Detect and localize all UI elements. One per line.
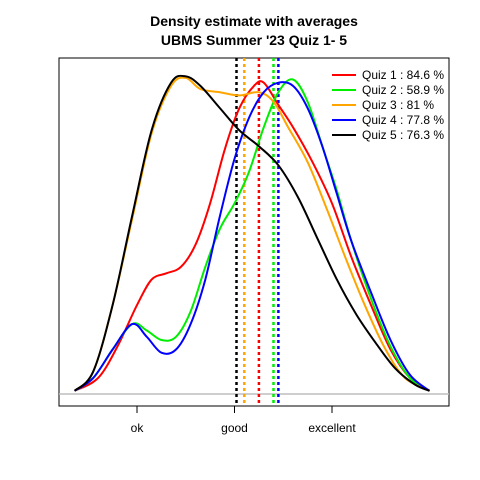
legend-label-quiz-1: Quiz 1 : 84.6 % <box>362 68 444 82</box>
legend-label-quiz-4: Quiz 4 : 77.8 % <box>362 113 444 127</box>
legend-label-quiz-3: Quiz 3 : 81 % <box>362 98 434 112</box>
legend-label-quiz-2: Quiz 2 : 58.9 % <box>362 83 444 97</box>
chart-subtitle: UBMS Summer '23 Quiz 1- 5 <box>161 32 347 48</box>
x-tick-label-3: excellent <box>308 421 356 435</box>
legend: Quiz 1 : 84.6 %Quiz 2 : 58.9 %Quiz 3 : 8… <box>332 68 444 142</box>
density-curves <box>73 74 431 392</box>
chart-title: Density estimate with averages <box>150 13 358 29</box>
x-axis: ok good excellent <box>131 405 356 435</box>
density-curve-quiz-5 <box>73 74 430 392</box>
mean-lines <box>235 58 280 406</box>
density-curve-quiz-4 <box>74 81 431 392</box>
x-tick-label-1: ok <box>131 421 145 435</box>
x-tick-label-2: good <box>221 421 248 435</box>
legend-label-quiz-5: Quiz 5 : 76.3 % <box>362 128 444 142</box>
